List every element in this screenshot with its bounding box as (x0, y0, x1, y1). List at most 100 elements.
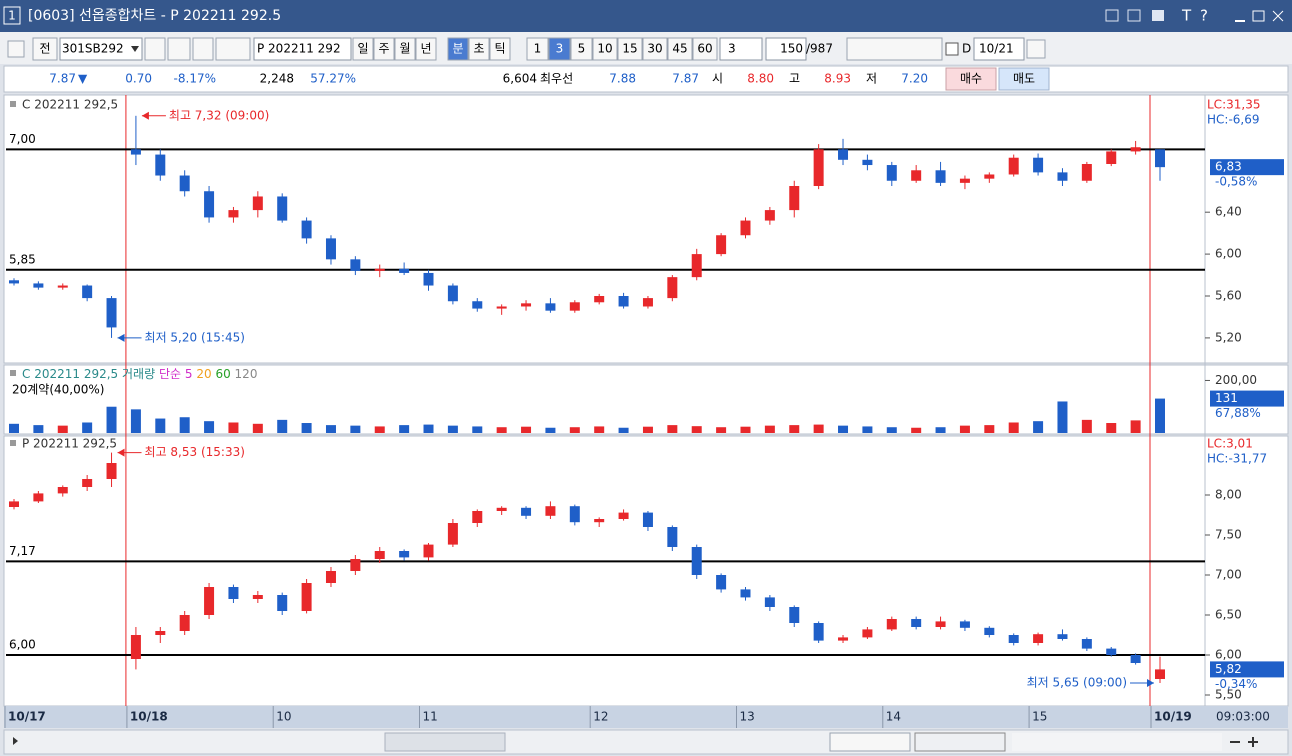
icon[interactable] (215, 37, 251, 61)
x-tick-label: 12 (593, 710, 608, 724)
candle-body (1057, 634, 1068, 639)
candle-body (716, 235, 727, 255)
tool-icons[interactable] (1012, 733, 1222, 751)
period-label[interactable]: 주 (378, 42, 389, 56)
period-label[interactable]: 3 (556, 42, 564, 56)
full-button[interactable]: 전 (39, 42, 50, 56)
sell[interactable]: 매도 (1013, 72, 1035, 86)
spinner[interactable] (192, 37, 214, 61)
period-button[interactable] (468, 37, 490, 61)
period-label[interactable]: 년 (420, 42, 431, 56)
candle-body (838, 149, 849, 160)
period-button[interactable] (592, 37, 618, 61)
period-button[interactable] (667, 37, 693, 61)
calendar[interactable] (1026, 39, 1046, 59)
period-label[interactable]: 초 (473, 42, 484, 56)
candle-body (618, 512, 629, 519)
period-label[interactable]: 5 (578, 42, 586, 56)
period-button[interactable] (489, 37, 511, 61)
x-tick-label: 13 (739, 710, 754, 724)
period-button[interactable] (373, 37, 395, 61)
y-tick-label: 5,50 (1215, 688, 1242, 702)
volume-bar (813, 424, 824, 433)
buy-button[interactable] (945, 67, 997, 91)
best-bid: 7.87 (672, 72, 699, 86)
candle-body (959, 178, 970, 183)
date-input[interactable] (973, 37, 1025, 61)
period-button[interactable] (692, 37, 718, 61)
period-button[interactable] (570, 37, 593, 61)
buy[interactable]: 매수 (960, 72, 982, 86)
icon[interactable] (167, 37, 191, 61)
y-tick-label: 6,50 (1215, 608, 1242, 622)
arrow-head (117, 448, 125, 457)
period-button[interactable] (617, 37, 643, 61)
price: 7.87 (49, 72, 76, 86)
window-number-box (3, 6, 21, 25)
zoom-slider[interactable] (914, 732, 1006, 752)
checkbox[interactable] (945, 42, 959, 56)
last-change: -0,34% (1215, 677, 1257, 691)
volume-bar (374, 426, 385, 433)
period-button[interactable] (526, 37, 549, 61)
volume-bar (155, 418, 166, 433)
period-button[interactable] (352, 37, 374, 61)
best-ask: 7.88 (609, 72, 636, 86)
period-label[interactable]: 틱 (494, 42, 505, 56)
sell-button[interactable] (998, 67, 1050, 91)
candle-body (911, 619, 922, 627)
legend-item: 단순 (159, 367, 181, 381)
period-label[interactable]: 30 (647, 42, 662, 56)
period-button[interactable] (642, 37, 668, 61)
dropdown[interactable] (131, 46, 139, 52)
candle-body (301, 220, 312, 239)
icon[interactable] (1127, 9, 1141, 22)
high: 8.93 (824, 72, 851, 86)
interval-input[interactable] (719, 37, 763, 61)
time-axis (4, 706, 1288, 728)
period-label[interactable]: 45 (672, 42, 687, 56)
name-input[interactable] (253, 37, 352, 61)
close[interactable] (1272, 10, 1284, 22)
icon[interactable] (1152, 10, 1164, 21)
candle-body (691, 547, 702, 575)
help-button[interactable]: ? (1200, 7, 1208, 25)
candle-body (789, 607, 800, 623)
count-input[interactable] (765, 37, 807, 61)
period-label[interactable]: 일 (357, 42, 368, 56)
code-input[interactable] (59, 37, 143, 61)
legend-item: C 202211 292,5 거래량 (22, 367, 155, 381)
scroll-left[interactable] (13, 737, 18, 745)
button[interactable] (32, 37, 58, 61)
period-label[interactable]: 60 (697, 42, 712, 56)
y-tick-label: 7,00 (1215, 568, 1242, 582)
candle-body (57, 487, 68, 494)
period-label[interactable]: 15 (622, 42, 637, 56)
maximize[interactable] (1252, 10, 1265, 22)
period-label[interactable]: 1 (534, 42, 542, 56)
period-button[interactable] (447, 37, 469, 61)
tool-icons[interactable] (846, 37, 943, 61)
volume-bar (447, 425, 458, 433)
period-button[interactable] (394, 37, 416, 61)
search[interactable] (144, 37, 166, 61)
candle-body (521, 303, 532, 307)
volume-bar (204, 421, 215, 433)
volume-bar (569, 427, 580, 433)
candle-body (350, 259, 361, 271)
open-interest: 6,604 (503, 72, 537, 86)
volume-bar (33, 425, 44, 433)
period-label[interactable]: 10 (597, 42, 612, 56)
playback[interactable] (829, 732, 911, 752)
period-button[interactable] (548, 37, 571, 61)
scroll-thumb[interactable] (384, 732, 506, 752)
zoom-in[interactable] (1248, 737, 1258, 747)
candle-body (764, 597, 775, 607)
icon[interactable] (7, 40, 25, 58)
lc: LC:31,35 (1207, 98, 1260, 112)
period-button[interactable] (415, 37, 437, 61)
font-button[interactable]: T (1181, 7, 1192, 25)
icon[interactable] (1105, 9, 1119, 22)
period-label[interactable]: 분 (452, 42, 463, 56)
period-label[interactable]: 월 (399, 42, 410, 56)
